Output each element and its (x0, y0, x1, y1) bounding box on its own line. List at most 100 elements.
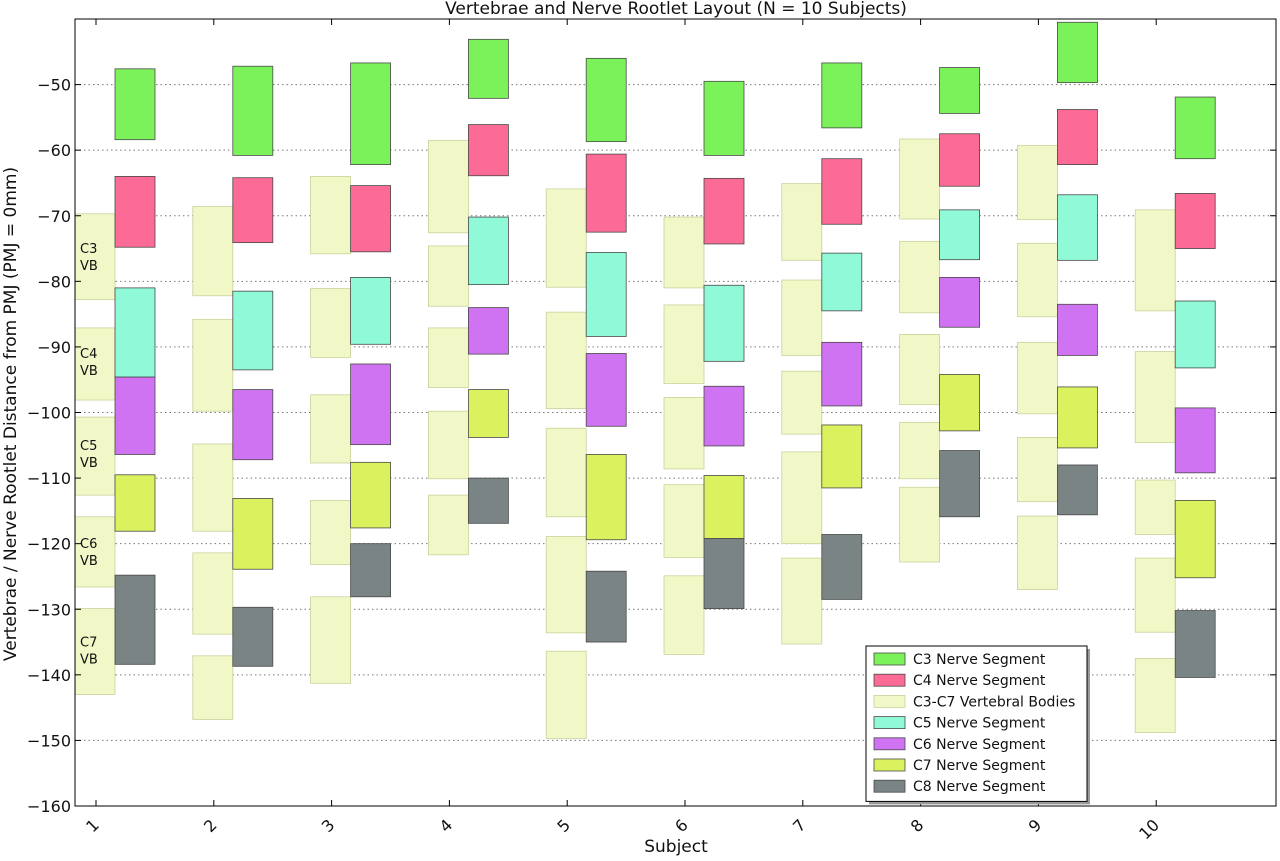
nerve-segment-bar-c6 (467, 307, 509, 355)
nerve-segment-bar-c7 (350, 461, 392, 529)
vertebral-body-bar (899, 486, 940, 563)
y-tick-label: −120 (27, 535, 71, 554)
nerve-segment-bar-c5 (703, 284, 745, 362)
legend-swatch-c6 (873, 737, 906, 751)
vertebral-body-label: C3 VB (80, 242, 98, 274)
nerve-segment-bar-c5 (821, 252, 863, 312)
x-tick-label: 10 (1135, 815, 1163, 843)
vertebral-body-bar (545, 650, 587, 739)
vertebral-body-bar (427, 494, 469, 556)
nerve-segment-bar-c8 (821, 534, 863, 600)
nerve-segment-bar-c6 (350, 363, 392, 446)
x-tick-label: 7 (789, 815, 810, 836)
nerve-segment-bar-c8 (703, 538, 745, 609)
nerve-segment-bar-c7 (232, 498, 274, 570)
x-tick-label: 1 (82, 815, 103, 836)
legend-label: C3 Nerve Segment (913, 652, 1046, 668)
vertebral-body-bar (310, 596, 352, 684)
vertebral-body-bar (192, 655, 234, 720)
vertebral-body-bar (899, 240, 940, 314)
x-tick-label: 4 (436, 815, 457, 836)
legend-swatch-c5 (873, 716, 906, 729)
nerve-segment-bar-c4 (467, 124, 509, 177)
nerve-segment-bar-c3 (703, 80, 745, 156)
nerve-segment-bar-c3 (467, 38, 509, 99)
nerve-segment-bar-c5 (939, 209, 980, 261)
vertebral-body-bar (74, 416, 116, 496)
vertebral-body-bar (427, 139, 469, 234)
vertebral-body-bar (1134, 351, 1176, 444)
nerve-segment-bar-c6 (585, 353, 627, 427)
y-tick-label: −100 (27, 404, 71, 423)
vertebral-body-bar (663, 397, 705, 470)
nerve-segment-bar-c3 (114, 68, 156, 141)
vertebral-body-bar (781, 557, 823, 645)
x-tick-label: 2 (200, 815, 221, 836)
nerve-segment-bar-c4 (1057, 109, 1098, 165)
vertebral-body-bar (1134, 479, 1176, 535)
nerve-segment-bar-c3 (585, 57, 627, 143)
legend-label: C5 Nerve Segment (913, 716, 1046, 732)
vertebral-body-bar (663, 304, 705, 385)
vertebral-body-label: C7 VB (80, 636, 98, 668)
vertebral-body-bar (74, 213, 116, 301)
vertebral-bodies-layer (74, 138, 1176, 739)
vertebral-body-bar (192, 443, 234, 532)
nerve-segment-bar-c8 (114, 574, 156, 665)
vertebral-body-bar (74, 608, 116, 695)
vertebral-body-bar (899, 138, 940, 220)
nerve-segment-bar-c7 (821, 424, 863, 489)
nerve-segment-bar-c6 (1174, 407, 1216, 474)
nerve-segment-bar-c3 (350, 62, 392, 165)
legend-label: C3-C7 Vertebral Bodies (913, 694, 1075, 710)
vertebral-body-bar (545, 188, 587, 288)
y-tick-label: −150 (27, 731, 71, 750)
nerve-segment-bar-c7 (467, 389, 509, 438)
nerve-segment-bar-c3 (939, 67, 980, 114)
vertebral-body-bar (545, 536, 587, 634)
vertebral-body-bar (1017, 437, 1058, 503)
legend-swatch-c8 (873, 779, 906, 793)
nerve-segment-bar-c7 (585, 454, 627, 541)
nerve-segment-bar-c4 (114, 175, 156, 248)
nerve-segment-bar-c6 (1057, 303, 1098, 356)
vertebral-body-labels-layer: C3 VB C4 VB C5 VB C6 VB C7 VB (80, 242, 98, 667)
nerve-segment-bar-c5 (232, 290, 274, 371)
y-tick-label: −60 (37, 141, 71, 160)
nerve-segment-bar-c3 (1174, 96, 1216, 160)
nerve-segment-bar-c5 (1057, 194, 1098, 261)
nerve-segment-bar-c4 (821, 158, 863, 225)
legend-swatch-c7 (873, 758, 906, 772)
x-tick-label: 3 (318, 815, 339, 836)
nerve-segment-bar-c5 (585, 252, 627, 337)
legend-label: C7 Nerve Segment (913, 758, 1046, 774)
y-tick-label: −70 (37, 207, 71, 226)
vertebral-body-label: C5 VB (80, 439, 98, 471)
legend-swatch-vb (873, 695, 906, 708)
nerve-segment-bar-c5 (114, 287, 156, 378)
vertebral-body-bar (427, 327, 469, 388)
nerve-segments-layer (114, 21, 1216, 678)
nerve-segment-bar-c4 (939, 133, 980, 187)
y-tick-label: −80 (37, 272, 71, 291)
vertebral-body-bar (1134, 209, 1176, 312)
nerve-segment-bar-c5 (1174, 300, 1216, 369)
x-tick-label: 9 (1025, 815, 1046, 836)
vertebral-body-bar (192, 552, 234, 635)
vertebral-body-bar (427, 245, 469, 307)
nerve-segment-bar-c7 (939, 374, 980, 432)
vertebral-body-label: C6 VB (80, 537, 98, 569)
y-tick-label: −160 (27, 797, 71, 816)
x-axis-label: Subject (644, 837, 708, 857)
vertebral-body-bar (545, 311, 587, 409)
vertebral-body-bar (310, 175, 352, 255)
y-axis-label: Vertebrae / Nerve Rootlet Distance from … (1, 167, 21, 661)
y-tick-label: −90 (37, 338, 71, 357)
vertebral-body-bar (310, 288, 352, 358)
y-tick-label: −50 (37, 76, 71, 95)
nerve-segment-bar-c4 (703, 177, 745, 245)
nerve-segment-bar-c6 (232, 389, 274, 461)
legend-label: C4 Nerve Segment (913, 673, 1046, 689)
legend-label: C6 Nerve Segment (913, 737, 1046, 753)
